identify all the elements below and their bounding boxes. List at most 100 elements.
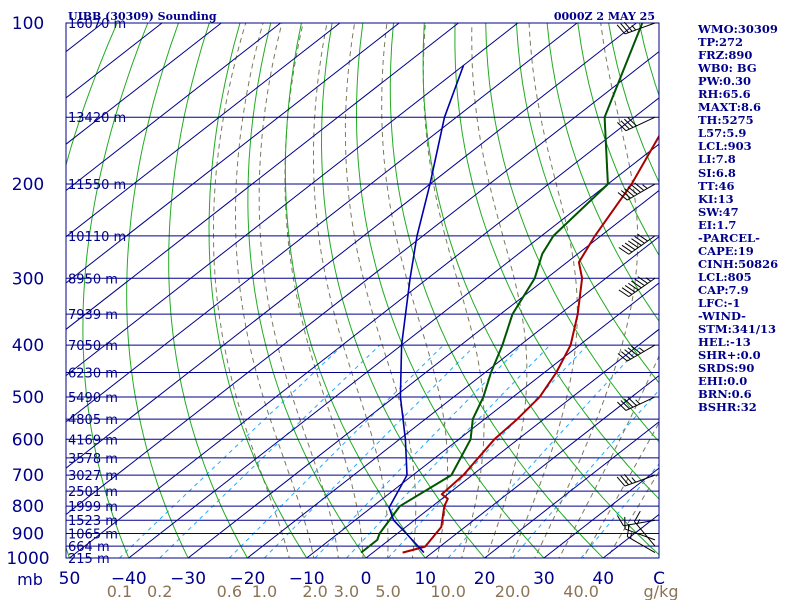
wind-barb <box>617 396 656 411</box>
mixing-ratio-axis-label: g/kg <box>644 582 679 600</box>
mixing-ratio-tick-label: 20.0 <box>495 582 531 600</box>
temperature-tick-label: 10 <box>414 569 436 589</box>
isotherm <box>365 328 659 558</box>
wind-barb-flag <box>617 122 627 132</box>
wind-barb-flag <box>617 401 627 411</box>
height-label: 16070 m <box>68 17 126 32</box>
pressure-tick-label: 500 <box>12 388 44 408</box>
height-label: 1523 m <box>68 514 118 529</box>
mixing-ratio-tick-label: 5.0 <box>375 582 400 600</box>
temperature-tick-label: −40 <box>111 569 147 589</box>
index-row: RH:65.6 <box>698 87 751 102</box>
height-label: 7939 m <box>68 308 118 323</box>
wind-barb-flag <box>620 475 629 486</box>
temperature-tick-label: −30 <box>170 569 206 589</box>
isotherm <box>66 23 578 423</box>
wind-barb-flag <box>637 276 648 284</box>
wind-barb-flag <box>628 240 639 249</box>
pressure-tick-label: 300 <box>12 269 44 289</box>
index-row: -WIND- <box>698 309 746 324</box>
temperature-tick-label: 40 <box>592 569 614 589</box>
height-label: 2501 m <box>68 485 118 500</box>
moist-adiabat <box>313 23 389 558</box>
isotherm <box>543 467 659 558</box>
wind-barb-flag <box>617 353 628 362</box>
moist-adiabat <box>344 23 417 558</box>
temperature-profile <box>402 134 659 554</box>
wind-barb-flag <box>631 25 637 31</box>
wind-barb-staff <box>624 474 656 487</box>
wind-barb-flag <box>616 476 626 487</box>
mixing-ratio-tick-label: 0.6 <box>217 582 242 600</box>
isobars <box>66 23 659 558</box>
temperature-tick-label: −20 <box>229 569 265 589</box>
wind-barb-staff <box>625 396 656 411</box>
index-row: HEL:-13 <box>698 335 751 350</box>
wind-barb-flag <box>621 351 631 360</box>
index-row: -PARCEL- <box>698 230 760 245</box>
wind-barb-staff <box>623 519 656 527</box>
wind-barb-flag <box>634 236 645 244</box>
wind-barb-flag <box>630 532 633 539</box>
wind-barb-flag <box>627 186 638 195</box>
mixing-ratio-tick-label: 40.0 <box>563 582 599 600</box>
wind-barb-flag <box>634 278 645 287</box>
wind-barb-flag <box>621 190 631 199</box>
index-row: EHI:0.0 <box>698 374 748 389</box>
height-label: 4805 m <box>68 413 118 428</box>
wind-barb-flag <box>627 396 637 406</box>
isotherm <box>424 374 659 558</box>
wind-barb-flag <box>637 233 648 242</box>
index-row: CINH:50826 <box>698 256 779 271</box>
height-labels: 16070 m 13420 m 11550 m 10110 m 8950 m 7939 m… <box>68 17 126 567</box>
wind-barb-flag <box>624 285 636 293</box>
height-label: 3578 m <box>68 452 118 467</box>
wind-barb <box>616 515 656 527</box>
parcel-profile <box>388 65 465 554</box>
height-label: 13420 m <box>68 111 126 126</box>
isotherm <box>66 50 659 516</box>
wind-barb-staff <box>627 344 656 362</box>
wind-barb-flag <box>627 117 637 127</box>
index-row: SW:47 <box>698 204 739 219</box>
wind-barb <box>618 276 656 298</box>
wind-barb-flag <box>623 21 633 32</box>
height-label: 4169 m <box>68 433 118 448</box>
isotherm <box>66 23 341 238</box>
chart-title: UIBB (30309) Sounding <box>68 10 217 23</box>
wind-barb-flag <box>618 289 630 298</box>
wind-barb <box>616 21 656 35</box>
isotherms <box>66 23 659 558</box>
wind-barb-flag <box>631 238 642 246</box>
pressure-tick-label: 1000 <box>6 549 49 569</box>
index-row: STM:341/13 <box>698 322 777 337</box>
height-label: 1999 m <box>68 500 118 515</box>
index-row: SHR+:0.0 <box>698 348 761 363</box>
mixing-ratio-tick-label: 2.0 <box>302 582 327 600</box>
plot-frame <box>65 22 660 559</box>
wind-barb-staff <box>627 536 656 554</box>
wind-barb-flag <box>642 184 648 189</box>
index-row: EI:1.7 <box>698 217 737 232</box>
dewpoint-profile <box>360 23 644 554</box>
wind-barb <box>617 182 656 201</box>
index-row: SRDS:90 <box>698 361 755 376</box>
pressure-tick-label: 600 <box>12 430 44 450</box>
wind-barb-staff <box>624 22 656 35</box>
temperature-axis-label: C <box>653 569 665 589</box>
wind-barb-flag <box>616 515 624 527</box>
wind-barb <box>617 344 656 362</box>
pressure-tick-label: 800 <box>12 497 44 517</box>
wind-barb-flag <box>631 477 637 483</box>
isotherm <box>66 23 519 377</box>
sounding-profiles <box>360 23 659 554</box>
wind-barb-flag <box>620 120 630 130</box>
height-label: 6230 m <box>68 366 118 381</box>
wind-barb-flag <box>630 184 641 193</box>
moist-adiabat <box>509 23 578 558</box>
temperature-axis: 50 −40 −30 −20 −10 0 10 20 30 40 C <box>59 569 665 589</box>
pressure-tick-label: 900 <box>12 525 44 545</box>
mixing-ratio-tick-label: 3.0 <box>334 582 359 600</box>
